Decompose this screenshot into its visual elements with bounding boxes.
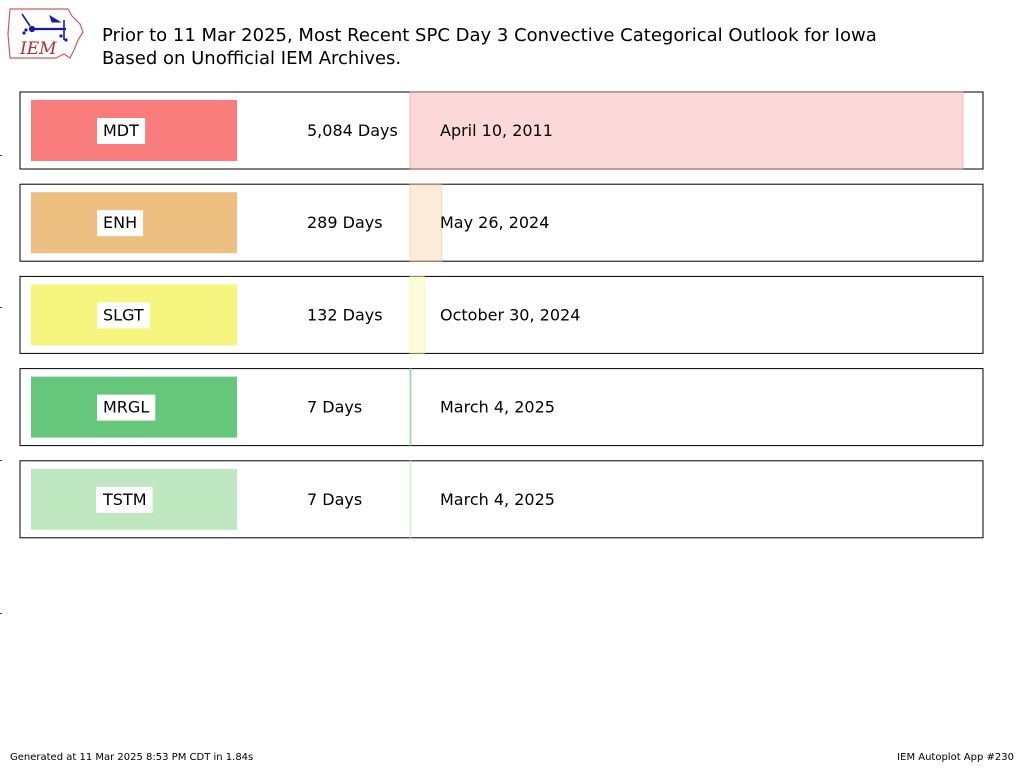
- logo-text: IEM: [19, 39, 57, 59]
- app-label: IEM Autoplot App #230: [897, 752, 1014, 763]
- chart-title: Prior to 11 Mar 2025, Most Recent SPC Da…: [102, 25, 877, 69]
- generated-timestamp: Generated at 11 Mar 2025 8:53 PM CDT in …: [10, 752, 254, 763]
- category-label: MRGL: [103, 398, 149, 417]
- category-label-box: [97, 302, 150, 329]
- days-label: 132 Days: [307, 305, 383, 324]
- iem-logo: IEM: [7, 8, 84, 59]
- date-label: March 4, 2025: [440, 490, 555, 509]
- axis-tick: [0, 460, 2, 461]
- date-label: May 26, 2024: [440, 213, 549, 232]
- days-label: 5,084 Days: [307, 121, 398, 140]
- weather-station-icon: [21, 13, 68, 42]
- days-bar: [409, 368, 412, 447]
- days-bar: [409, 275, 425, 354]
- axis-tick: [0, 613, 2, 614]
- date-label: April 10, 2011: [440, 121, 553, 140]
- days-label: 7 Days: [307, 490, 362, 509]
- date-label: March 4, 2025: [440, 398, 555, 417]
- days-bar: [409, 91, 964, 170]
- days-bar: [409, 183, 442, 262]
- category-label: TSTM: [102, 490, 147, 509]
- axis-tick: [0, 155, 2, 156]
- days-label: 289 Days: [307, 213, 383, 232]
- category-label: SLGT: [103, 305, 144, 324]
- date-label: October 30, 2024: [440, 305, 580, 324]
- days-label: 7 Days: [307, 398, 362, 417]
- category-label-box: [96, 486, 153, 513]
- axis-tick: [0, 307, 2, 308]
- category-label: MDT: [103, 121, 139, 140]
- category-label: ENH: [103, 213, 137, 232]
- category-label-box: [97, 394, 156, 421]
- category-label-box: [97, 210, 144, 237]
- days-bar: [409, 460, 412, 539]
- category-label-box: [97, 118, 146, 144]
